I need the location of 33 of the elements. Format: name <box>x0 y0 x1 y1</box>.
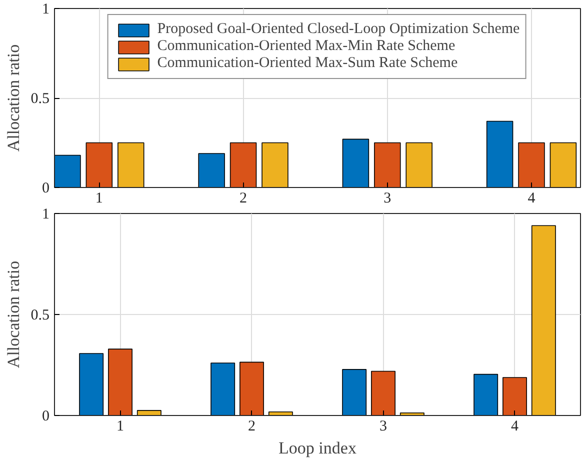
bar <box>210 362 236 416</box>
x-tick-label: 3 <box>384 190 392 206</box>
bar <box>406 142 432 188</box>
x-tick-label: 1 <box>116 418 124 434</box>
x-tick-label: 4 <box>511 418 519 434</box>
bar <box>79 353 104 416</box>
x-tick-label: 2 <box>240 190 248 206</box>
bar <box>550 142 577 188</box>
bar <box>198 153 225 188</box>
y-tick-label: 0 <box>42 180 50 196</box>
y-tick-label: 1 <box>42 2 50 18</box>
bar <box>262 142 288 188</box>
legend-label: Communication-Oriented Max-Min Rate Scheme <box>157 38 456 55</box>
x-tick-label: 2 <box>248 418 256 434</box>
x-tick-label: 1 <box>95 190 103 206</box>
y-tick-label: 0 <box>42 408 50 424</box>
bar <box>342 138 370 188</box>
y-tick-label: 0.5 <box>30 91 50 107</box>
x-axis-title: Loop index <box>278 438 357 458</box>
x-tick-label: 4 <box>528 190 536 206</box>
legend-label: Communication-Oriented Max-Sum Rate Scheme <box>157 55 458 72</box>
bar <box>118 142 144 188</box>
y-axis-title: Allocation ratio <box>4 44 23 152</box>
x-tick-label: 3 <box>380 418 387 434</box>
y-tick-label: 1 <box>42 206 50 222</box>
y-axis-title: Allocation ratio <box>4 260 23 368</box>
legend-label: Proposed Goal-Oriented Closed-Loop Optimization Scheme <box>157 21 520 38</box>
bar <box>136 410 162 416</box>
bar <box>342 369 367 416</box>
bar <box>531 225 556 416</box>
y-tick-label: 0.5 <box>30 308 50 324</box>
bar <box>486 120 514 188</box>
bar <box>474 374 498 416</box>
